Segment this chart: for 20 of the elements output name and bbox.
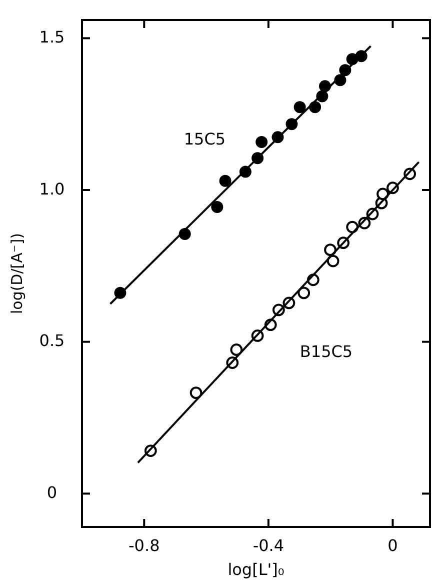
y-axis-title: log(D/[A⁻]) <box>8 232 26 314</box>
point <box>190 386 202 400</box>
point <box>294 101 306 114</box>
x-tick-label: 0 <box>388 536 398 555</box>
x-axis-title: log[L']₀ <box>228 560 284 579</box>
point <box>211 201 224 214</box>
point <box>326 254 340 268</box>
point <box>298 286 310 300</box>
y-tick-label: 1.0 <box>39 179 65 198</box>
point <box>256 136 268 148</box>
y-tick-label: 0 <box>46 482 58 502</box>
y-tick-label: 1.5 <box>39 28 65 47</box>
y-tick-label: 0.5 <box>39 331 65 350</box>
x-tick-label: -0.4 <box>252 536 284 555</box>
point <box>230 344 243 356</box>
series-label: B15C5 <box>300 342 353 362</box>
x-tick-label: -0.8 <box>128 536 160 555</box>
point <box>219 174 232 187</box>
point <box>324 244 336 256</box>
series-label: 15C5 <box>184 130 226 149</box>
